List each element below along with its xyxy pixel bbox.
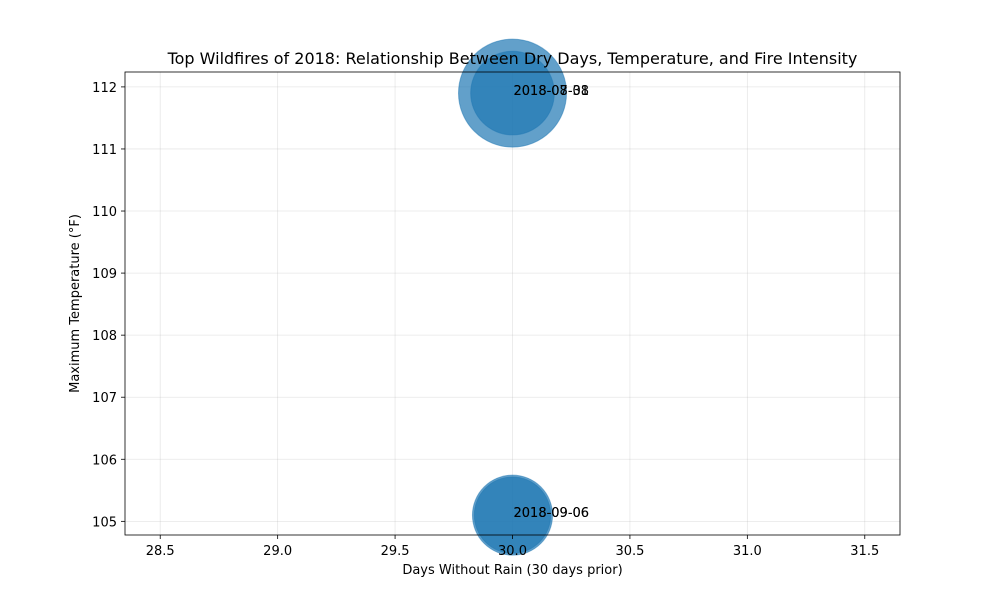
chart-title: Top Wildfires of 2018: Relationship Betw… [167, 49, 858, 68]
x-tick-label: 29.0 [263, 544, 292, 559]
y-axis-label: Maximum Temperature (°F) [68, 214, 83, 393]
y-tick-label: 105 [92, 515, 117, 530]
y-tick-label: 106 [92, 453, 117, 468]
grid [125, 72, 900, 535]
data-point-label: 2018-07-31 [514, 84, 590, 99]
data-point-label: 2018-09-06 [514, 506, 590, 521]
x-axis-label: Days Without Rain (30 days prior) [402, 563, 622, 578]
x-tick-label: 29.5 [381, 544, 410, 559]
y-tick-label: 112 [92, 81, 117, 96]
x-tick-label: 31.5 [850, 544, 879, 559]
x-tick-label: 31.0 [733, 544, 762, 559]
y-tick-label: 109 [92, 267, 117, 282]
data-points [458, 38, 567, 556]
y-tick-label: 107 [92, 391, 117, 406]
data-point[interactable] [473, 476, 552, 554]
x-tick-label: 28.5 [146, 544, 175, 559]
y-tick-label: 108 [92, 329, 117, 344]
x-tick-label: 30.5 [615, 544, 644, 559]
x-tick-label: 30.0 [498, 544, 527, 559]
data-point-label: 2018-08-08 [514, 84, 590, 99]
x-axis-ticks: 28.5 29.0 29.5 30.0 30.5 31.0 31.5 [146, 535, 879, 559]
y-tick-label: 110 [92, 205, 117, 220]
y-tick-label: 111 [92, 143, 117, 158]
data-point-label: 2018-09-06 [514, 506, 590, 521]
y-axis-ticks: 105 106 107 108 109 110 111 112 [92, 81, 125, 530]
